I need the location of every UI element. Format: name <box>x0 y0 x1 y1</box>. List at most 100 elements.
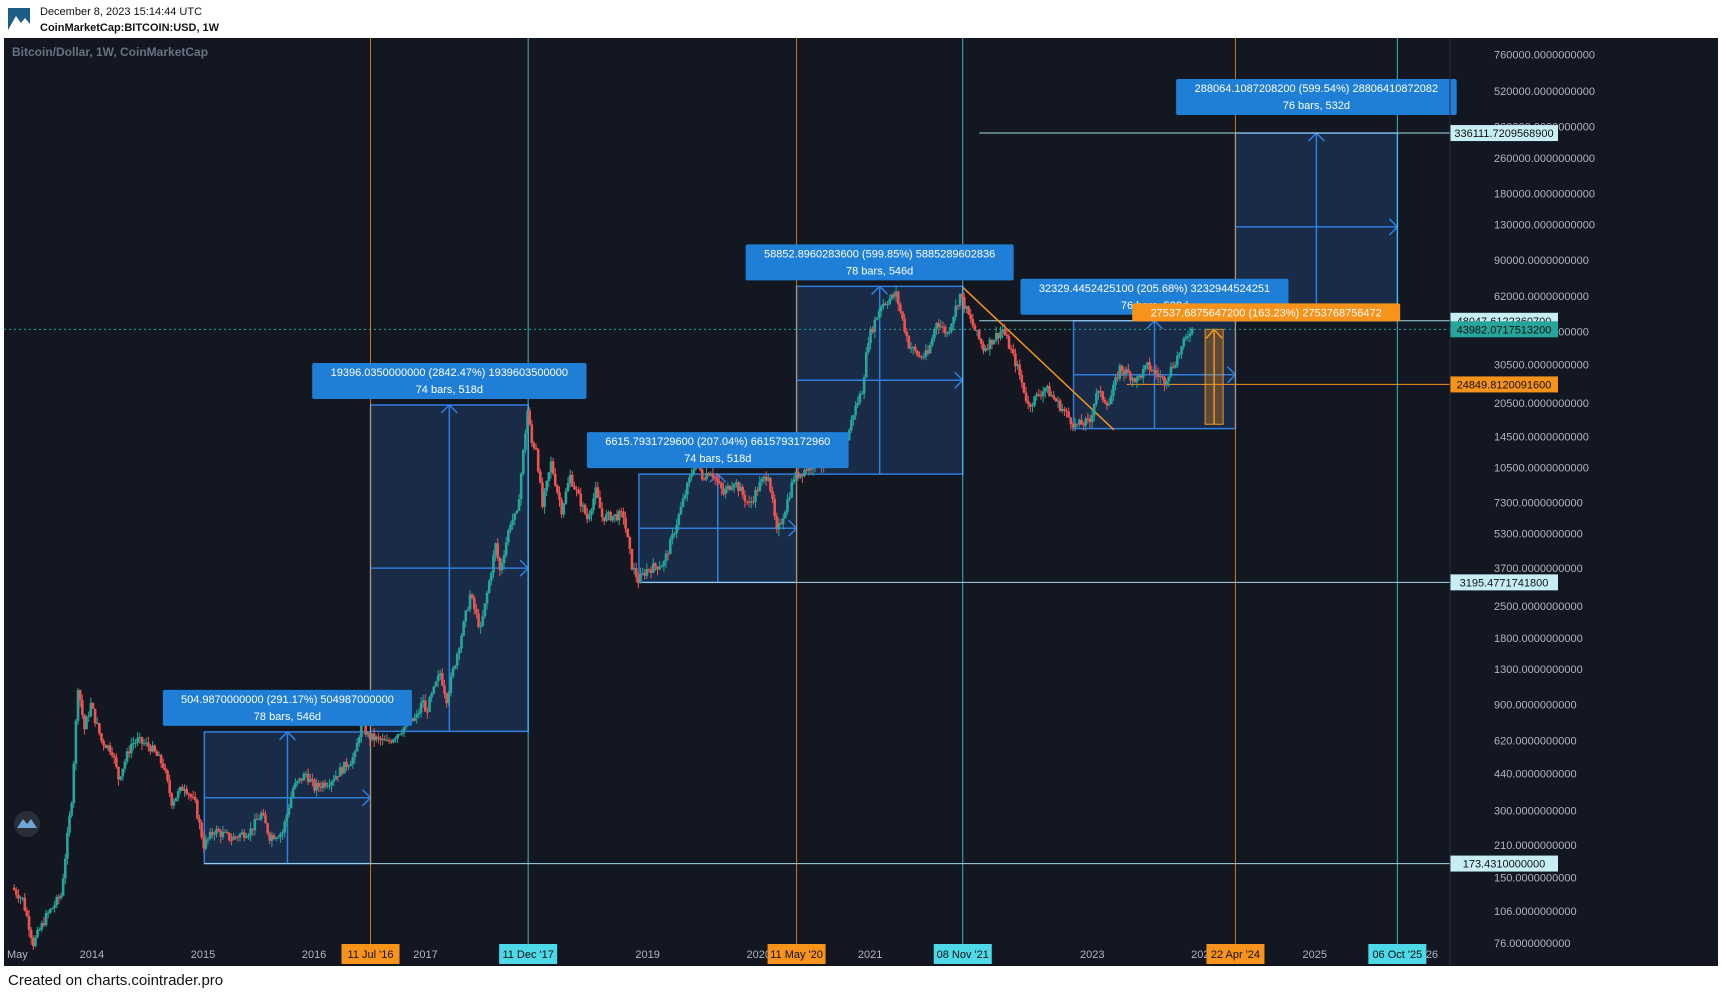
price-label-bg-5 <box>1450 321 1558 338</box>
candle-body-40 <box>98 723 101 734</box>
candle-body-438 <box>945 332 949 334</box>
candle-body-159 <box>351 757 355 765</box>
candle-body-537 <box>1156 373 1160 377</box>
candle-body-473 <box>1020 375 1024 383</box>
candle-body-423 <box>913 346 917 351</box>
candle-body-24 <box>63 858 67 879</box>
candle-body-547 <box>1178 354 1181 356</box>
candle-body-165 <box>364 722 367 735</box>
candle-body-44 <box>106 745 110 749</box>
candle-body-441 <box>952 316 955 325</box>
candle-body-74 <box>170 793 174 806</box>
date-label-bg-3 <box>933 944 992 964</box>
candle-body-448 <box>967 306 970 315</box>
candle-body-73 <box>168 780 171 794</box>
candle-body-548 <box>1180 346 1183 355</box>
candle-body-419 <box>905 331 909 337</box>
candle-body-553 <box>1190 328 1194 334</box>
candle-body-1 <box>14 890 18 895</box>
candle-body-539 <box>1161 376 1164 378</box>
candle-body-273 <box>594 487 598 499</box>
candle-body-354 <box>766 477 770 481</box>
candle-body-335 <box>726 485 730 490</box>
candle-body-15 <box>44 913 48 926</box>
y-tick-label-7: 62000.0000000000 <box>1494 291 1589 303</box>
price-label-3: 336111.7209568900 <box>1454 128 1553 140</box>
candle-body-512 <box>1103 399 1107 403</box>
candle-body-272 <box>592 498 595 510</box>
candle-body-534 <box>1150 370 1154 372</box>
candle-body-399 <box>862 377 866 394</box>
candle-body-234 <box>511 519 514 525</box>
y-tick-label-26: 76.0000000000 <box>1494 938 1570 950</box>
candle-body-308 <box>668 539 672 555</box>
candle-body-365 <box>790 482 794 498</box>
candle-body-443 <box>956 305 960 307</box>
candle-body-269 <box>585 513 589 520</box>
candle-body-409 <box>884 303 887 305</box>
candle-body-323 <box>700 469 704 480</box>
price-chart[interactable]: 760000.0000000000520000.0000000000360000… <box>4 38 1718 966</box>
candle-body-304 <box>660 565 664 568</box>
measure-label-1-bg <box>312 362 587 399</box>
candle-body-283 <box>615 514 619 521</box>
candle-body-81 <box>185 789 188 794</box>
chart-area[interactable]: 760000.0000000000520000.0000000000360000… <box>4 38 1718 966</box>
candle-body-133 <box>296 780 299 783</box>
x-tick-label-10: 2025 <box>1303 949 1327 961</box>
candle-body-128 <box>285 814 289 822</box>
candle-body-343 <box>743 494 747 502</box>
candle-body-166 <box>366 733 370 735</box>
candle-body-433 <box>935 323 938 329</box>
candle-body-401 <box>867 343 870 353</box>
date-label-2: 11 May '20 <box>770 949 823 961</box>
candle-body-168 <box>370 733 374 740</box>
candle-body-65 <box>151 745 154 752</box>
candle-body-340 <box>737 482 740 492</box>
candle-body-222 <box>485 592 489 604</box>
candle-body-540 <box>1163 377 1166 386</box>
candle-body-400 <box>864 352 868 378</box>
candle-body-124 <box>276 837 280 839</box>
candle-body-431 <box>931 338 934 345</box>
candle-body-95 <box>215 828 218 834</box>
candle-body-528 <box>1137 375 1141 378</box>
candle-body-284 <box>617 511 621 521</box>
candle-body-364 <box>788 497 791 500</box>
candle-body-213 <box>466 609 470 611</box>
candle-body-178 <box>392 739 395 743</box>
candle-body-484 <box>1043 387 1047 392</box>
candle-body-177 <box>389 741 393 743</box>
candle-body-230 <box>502 555 506 564</box>
candle-body-535 <box>1152 370 1156 372</box>
candle-body-6 <box>25 910 29 917</box>
candle-body-536 <box>1154 370 1158 374</box>
candle-body-49 <box>117 766 120 780</box>
candle-body-271 <box>590 509 593 516</box>
date-label-bg-4 <box>1206 944 1265 964</box>
candle-body-43 <box>104 745 108 749</box>
candle-body-334 <box>724 489 727 495</box>
candle-body-10 <box>34 937 37 947</box>
candle-body-358 <box>775 516 779 530</box>
candle-body-221 <box>483 603 487 617</box>
price-label-bg-0 <box>1450 855 1558 872</box>
candle-body-144 <box>319 786 323 788</box>
measure-label-3-bg <box>745 244 1014 281</box>
candle-body-47 <box>112 755 116 758</box>
candle-body-206 <box>451 668 455 677</box>
candle-body-71 <box>164 767 167 771</box>
candle-body-134 <box>298 778 301 781</box>
candle-body-156 <box>345 761 348 768</box>
candle-body-426 <box>920 356 923 358</box>
candle-body-111 <box>249 828 252 836</box>
candle-body-108 <box>242 832 246 838</box>
candle-body-28 <box>72 763 76 804</box>
y-tick-label-15: 3700.0000000000 <box>1494 563 1583 575</box>
candle-body-225 <box>492 555 495 573</box>
candle-body-67 <box>155 751 159 756</box>
candle-body-552 <box>1188 333 1192 337</box>
candle-body-337 <box>730 487 734 490</box>
candle-body-510 <box>1099 391 1102 393</box>
candle-body-421 <box>909 347 913 349</box>
